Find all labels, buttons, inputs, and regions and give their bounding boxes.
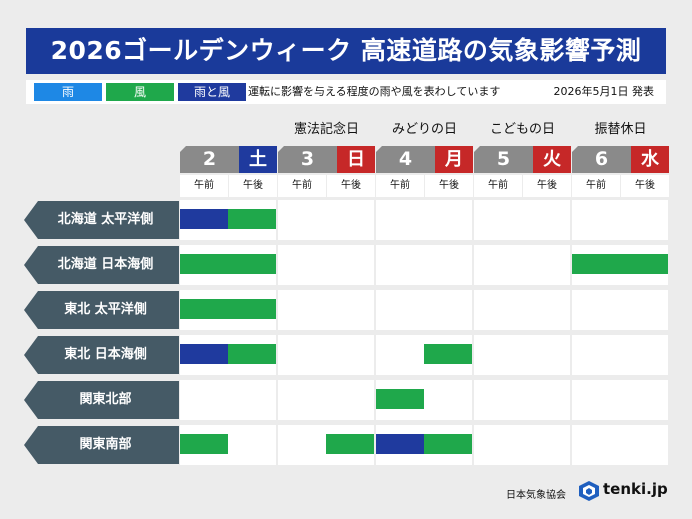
tenki-logo-text: tenki.jp	[603, 480, 668, 498]
pm-label: 午後	[425, 175, 473, 197]
tenki-logo-icon	[579, 481, 599, 501]
weekday-label: 水	[631, 146, 669, 173]
forecast-bar-rainwind	[180, 344, 228, 364]
forecast-bar-wind	[180, 254, 228, 274]
region-label: 北海道 太平洋側	[24, 201, 179, 239]
legend-wind: 風	[106, 83, 174, 101]
day-number: 4	[376, 146, 435, 173]
forecast-cell	[474, 425, 570, 465]
legend-rain-wind-label: 雨と風	[193, 85, 230, 99]
forecast-bar-wind	[228, 254, 276, 274]
forecast-cell	[474, 380, 570, 420]
region-label: 北海道 日本海側	[24, 246, 179, 284]
forecast-cell	[474, 245, 570, 285]
am-label: 午前	[474, 175, 522, 197]
region-label: 関東北部	[24, 381, 179, 419]
forecast-bar-wind	[620, 254, 668, 274]
forecast-bar-wind	[376, 389, 424, 409]
footer-org: 日本気象協会	[506, 490, 566, 501]
holiday-label: みどりの日	[391, 122, 457, 137]
weekday-label: 日	[337, 146, 375, 173]
region-label: 関東南部	[24, 426, 179, 464]
pm-label: 午後	[327, 175, 375, 197]
am-label: 午前	[180, 175, 228, 197]
legend-description: 運転に影響を与える程度の雨や風を表わしています	[248, 85, 501, 98]
issued-date: 2026年5月1日 発表	[553, 85, 655, 98]
weekday-label: 火	[533, 146, 571, 173]
day-number: 3	[278, 146, 337, 173]
forecast-cell	[376, 245, 472, 285]
forecast-cell	[474, 200, 570, 240]
forecast-cell	[278, 200, 374, 240]
legend-rain: 雨	[34, 83, 102, 101]
forecast-bar-wind	[180, 299, 228, 319]
forecast-bar-wind	[424, 344, 472, 364]
forecast-cell	[572, 380, 668, 420]
forecast-bar-wind	[572, 254, 620, 274]
weekday-label: 月	[435, 146, 473, 173]
forecast-bar-wind	[228, 299, 276, 319]
forecast-cell	[278, 335, 374, 375]
forecast-cell	[278, 290, 374, 330]
legend: 雨 風 雨と風 運転に影響を与える程度の雨や風を表わしています 2026年5月1…	[26, 80, 666, 104]
forecast-bar-wind	[228, 344, 276, 364]
legend-rain-label: 雨	[61, 85, 74, 99]
pm-label: 午後	[523, 175, 571, 197]
weekday-label: 土	[239, 146, 277, 173]
forecast-cell	[180, 380, 276, 420]
forecast-cell	[474, 335, 570, 375]
legend-wind-label: 風	[133, 85, 146, 99]
region-label: 東北 太平洋側	[24, 291, 179, 329]
region-label: 東北 日本海側	[24, 336, 179, 374]
am-label: 午前	[376, 175, 424, 197]
am-label: 午前	[278, 175, 326, 197]
forecast-bar-wind	[424, 434, 472, 454]
pm-label: 午後	[229, 175, 277, 197]
am-label: 午前	[572, 175, 620, 197]
page-title: 2026ゴールデンウィーク 高速道路の気象影響予測	[26, 28, 666, 74]
forecast-bar-wind	[326, 434, 374, 454]
day-number: 2	[180, 146, 239, 173]
forecast-bar-wind	[228, 209, 276, 229]
forecast-cell	[572, 425, 668, 465]
forecast-cell	[572, 200, 668, 240]
forecast-cell	[278, 245, 374, 285]
day-number: 5	[474, 146, 533, 173]
forecast-bar-wind	[180, 434, 228, 454]
pm-label: 午後	[621, 175, 669, 197]
forecast-cell	[376, 200, 472, 240]
forecast-bar-rainwind	[180, 209, 228, 229]
legend-rain-wind: 雨と風	[178, 83, 246, 101]
holiday-label: 振替休日	[594, 122, 647, 137]
forecast-cell	[474, 290, 570, 330]
forecast-cell	[572, 335, 668, 375]
holiday-label: 憲法記念日	[293, 122, 359, 137]
holiday-label: こどもの日	[489, 122, 555, 137]
day-number: 6	[572, 146, 631, 173]
forecast-cell	[572, 290, 668, 330]
forecast-cell	[278, 380, 374, 420]
forecast-bar-rainwind	[376, 434, 424, 454]
forecast-cell	[376, 290, 472, 330]
